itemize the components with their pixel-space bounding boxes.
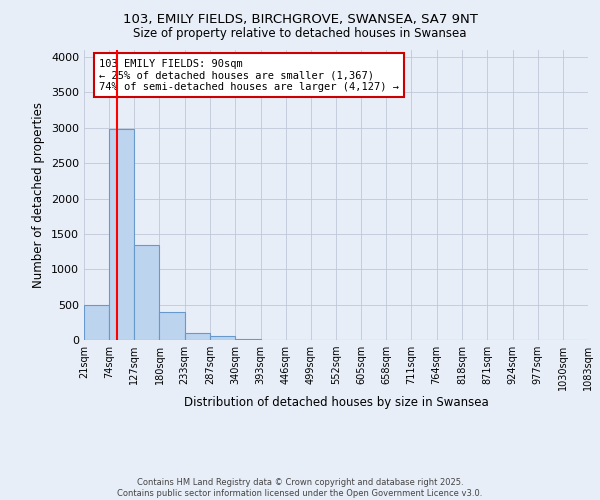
- Text: 103 EMILY FIELDS: 90sqm
← 25% of detached houses are smaller (1,367)
74% of semi: 103 EMILY FIELDS: 90sqm ← 25% of detache…: [99, 58, 399, 92]
- Bar: [109, 129, 134, 340]
- Text: Size of property relative to detached houses in Swansea: Size of property relative to detached ho…: [133, 28, 467, 40]
- Bar: [134, 245, 160, 340]
- X-axis label: Distribution of detached houses by size in Swansea: Distribution of detached houses by size …: [184, 396, 488, 408]
- Bar: [160, 312, 185, 340]
- Text: Contains HM Land Registry data © Crown copyright and database right 2025.
Contai: Contains HM Land Registry data © Crown c…: [118, 478, 482, 498]
- Bar: [84, 304, 109, 340]
- Y-axis label: Number of detached properties: Number of detached properties: [32, 102, 46, 288]
- Text: 103, EMILY FIELDS, BIRCHGROVE, SWANSEA, SA7 9NT: 103, EMILY FIELDS, BIRCHGROVE, SWANSEA, …: [122, 12, 478, 26]
- Bar: [235, 339, 260, 340]
- Bar: [210, 336, 235, 340]
- Bar: [185, 333, 210, 340]
